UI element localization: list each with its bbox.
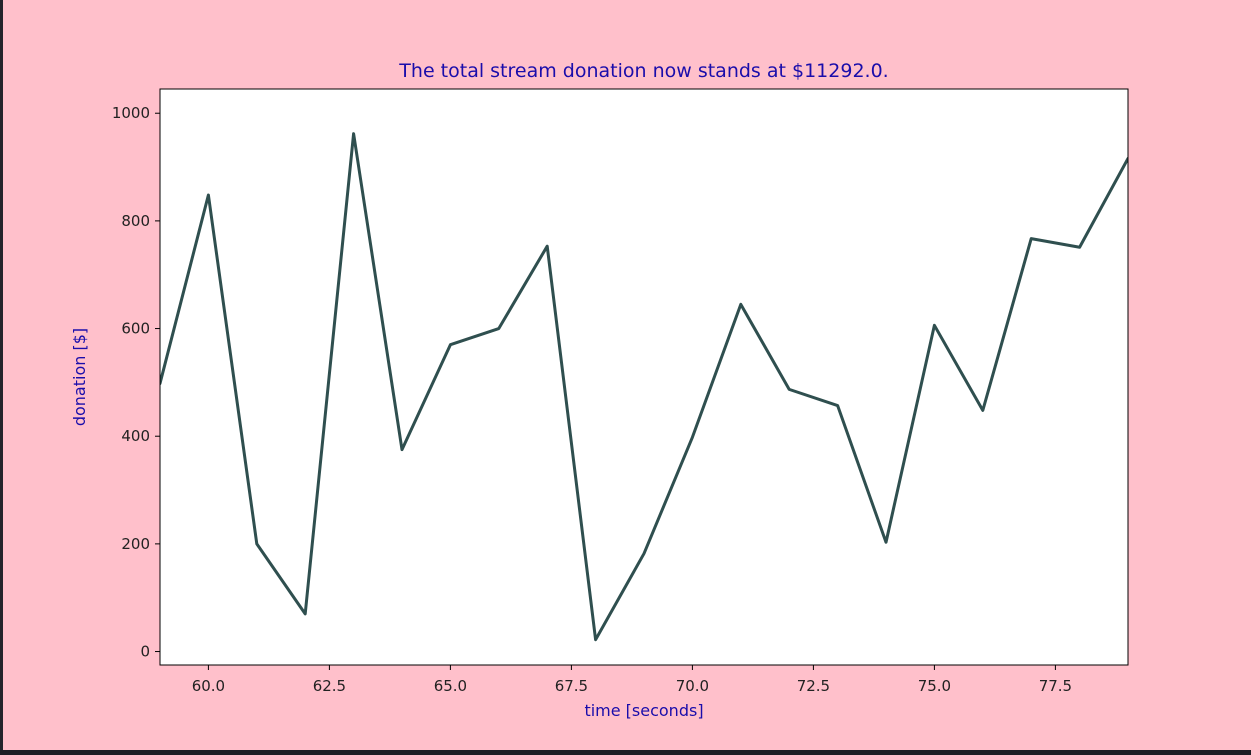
y-axis-label: donation [$] (70, 328, 89, 426)
series-line (160, 132, 1128, 642)
x-axis: 60.0 62.5 65.0 67.5 70.0 72.5 75.0 77.5 (192, 665, 1072, 695)
y-tick-label: 1000 (112, 104, 150, 122)
x-axis-label: time [seconds] (584, 701, 703, 720)
x-tick-label: 72.5 (797, 677, 830, 695)
axes-frame (159, 88, 1129, 666)
x-tick-label: 70.0 (676, 677, 709, 695)
plot-area (160, 89, 1128, 665)
figure-canvas: 60.0 62.5 65.0 67.5 70.0 72.5 75.0 77.5 0 200 400… (3, 0, 1251, 750)
window-left-edge (0, 0, 3, 750)
series-layer (160, 132, 1128, 642)
y-tick-label: 600 (121, 320, 150, 338)
x-tick-label: 77.5 (1039, 677, 1072, 695)
y-tick-label: 400 (121, 427, 150, 445)
chart-title: The total stream donation now stands at … (398, 60, 888, 82)
y-tick-label: 800 (121, 212, 150, 230)
y-tick-label: 0 (140, 643, 150, 661)
x-tick-label: 60.0 (192, 677, 225, 695)
line-chart: 60.0 62.5 65.0 67.5 70.0 72.5 75.0 77.5 0 200 400… (3, 0, 1251, 750)
y-tick-label: 200 (121, 535, 150, 553)
x-tick-label: 75.0 (918, 677, 951, 695)
y-axis: 0 200 400 600 800 1000 (112, 104, 160, 661)
x-tick-label: 67.5 (555, 677, 588, 695)
x-tick-label: 65.0 (434, 677, 467, 695)
x-tick-label: 62.5 (313, 677, 346, 695)
